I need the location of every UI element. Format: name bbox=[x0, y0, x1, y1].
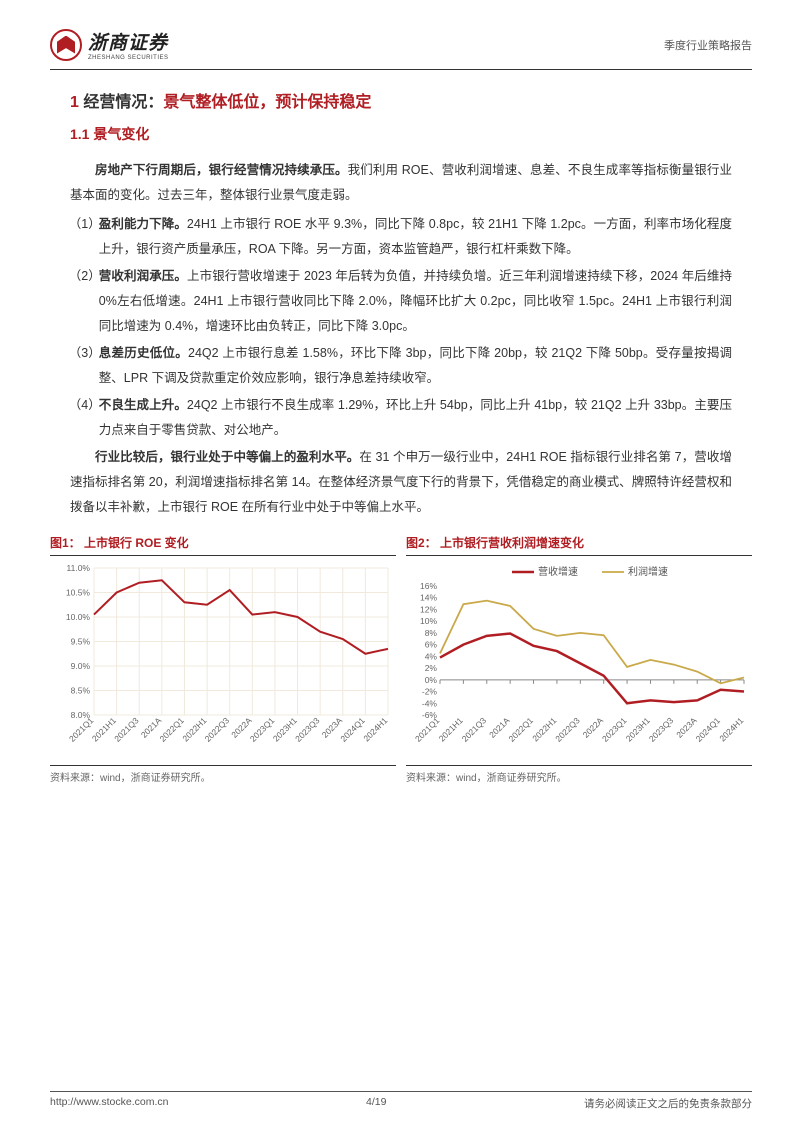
svg-text:10%: 10% bbox=[420, 616, 437, 626]
svg-text:9.0%: 9.0% bbox=[71, 661, 91, 671]
svg-text:14%: 14% bbox=[420, 593, 437, 603]
subsection-title: 景气变化 bbox=[93, 126, 149, 142]
svg-text:2023Q3: 2023Q3 bbox=[647, 715, 676, 744]
figure-source: 资料来源：wind，浙商证券研究所。 bbox=[50, 765, 396, 784]
p1-bold: 房地产下行周期后，银行经营情况持续承压。 bbox=[95, 163, 348, 177]
content: 1 经营情况：景气整体低位，预计保持稳定 1.1 景气变化 房地产下行周期后，银… bbox=[0, 70, 802, 520]
svg-text:11.0%: 11.0% bbox=[67, 563, 91, 573]
figure-1: 图1： 上市银行 ROE 变化 8.0%8.5%9.0%9.5%10.0%10.… bbox=[50, 534, 396, 784]
logo-icon bbox=[50, 29, 82, 61]
chart-svg: -6%-4%-2%0%2%4%6%8%10%12%14%16%2021Q1202… bbox=[406, 560, 752, 765]
page-header: 浙商证券 ZHESHANG SECURITIES 季度行业策略报告 bbox=[50, 0, 752, 70]
list-item: （2）营收利润承压。上市银行营收增速于 2023 年后转为负值，并持续负增。近三… bbox=[99, 264, 732, 339]
page-footer: http://www.stocke.com.cn 4/19 请务必阅读正文之后的… bbox=[50, 1091, 752, 1111]
svg-text:营收增速: 营收增速 bbox=[538, 565, 578, 578]
section-title-black: 经营情况： bbox=[83, 94, 163, 111]
svg-text:2023Q1: 2023Q1 bbox=[600, 715, 629, 744]
list-item: （1）盈利能力下降。24H1 上市银行 ROE 水平 9.3%，同比下降 0.8… bbox=[99, 212, 732, 262]
footer-disclaimer: 请务必阅读正文之后的免责条款部分 bbox=[584, 1096, 752, 1111]
svg-text:10.0%: 10.0% bbox=[66, 612, 91, 622]
svg-text:利润增速: 利润增速 bbox=[628, 565, 668, 578]
list-item: （4）不良生成上升。24Q2 上市银行不良生成率 1.29%，环比上升 54bp… bbox=[99, 393, 732, 443]
svg-text:2%: 2% bbox=[425, 663, 438, 673]
paragraph: 房地产下行周期后，银行经营情况持续承压。我们利用 ROE、营收利润增速、息差、不… bbox=[70, 158, 732, 208]
figure-source: 资料来源：wind，浙商证券研究所。 bbox=[406, 765, 752, 784]
svg-text:-2%: -2% bbox=[422, 687, 438, 697]
svg-text:2021Q3: 2021Q3 bbox=[460, 715, 489, 744]
svg-text:2021Q3: 2021Q3 bbox=[112, 715, 141, 744]
svg-text:2024H1: 2024H1 bbox=[717, 715, 745, 743]
svg-text:8.5%: 8.5% bbox=[71, 686, 91, 696]
footer-page: 4/19 bbox=[366, 1096, 386, 1111]
svg-text:10.5%: 10.5% bbox=[66, 588, 91, 598]
svg-text:2024Q1: 2024Q1 bbox=[338, 715, 367, 744]
paragraph: 行业比较后，银行业处于中等偏上的盈利水平。在 31 个申万一级行业中，24H1 … bbox=[70, 445, 732, 520]
svg-text:2023H1: 2023H1 bbox=[624, 715, 652, 743]
svg-text:6%: 6% bbox=[425, 640, 438, 650]
svg-text:2021H1: 2021H1 bbox=[437, 715, 465, 743]
svg-text:12%: 12% bbox=[420, 604, 437, 614]
section-num: 1 bbox=[70, 94, 79, 111]
section-heading: 1 经营情况：景气整体低位，预计保持稳定 bbox=[70, 88, 732, 112]
svg-text:2022Q1: 2022Q1 bbox=[157, 715, 186, 744]
subsection-heading: 1.1 景气变化 bbox=[70, 124, 732, 144]
p2-bold: 行业比较后，银行业处于中等偏上的盈利水平。 bbox=[95, 450, 359, 464]
figure-2: 图2： 上市银行营收利润增速变化 -6%-4%-2%0%2%4%6%8%10%1… bbox=[406, 534, 752, 784]
footer-url: http://www.stocke.com.cn bbox=[50, 1096, 168, 1111]
subsection-num: 1.1 bbox=[70, 126, 89, 142]
svg-text:-4%: -4% bbox=[422, 698, 438, 708]
section-title-red: 景气整体低位，预计保持稳定 bbox=[163, 94, 371, 111]
chart-svg: 8.0%8.5%9.0%9.5%10.0%10.5%11.0%2021Q1202… bbox=[50, 560, 396, 765]
figure-title: 图1： 上市银行 ROE 变化 bbox=[50, 534, 396, 556]
svg-text:2022Q3: 2022Q3 bbox=[203, 715, 232, 744]
svg-text:2024H1: 2024H1 bbox=[361, 715, 389, 743]
logo-text: 浙商证券 bbox=[88, 28, 169, 55]
logo: 浙商证券 ZHESHANG SECURITIES bbox=[50, 28, 169, 61]
list-item: （3）息差历史低位。24Q2 上市银行息差 1.58%，环比下降 3bp，同比下… bbox=[99, 341, 732, 391]
logo-subtext: ZHESHANG SECURITIES bbox=[88, 55, 169, 61]
svg-text:2022Q1: 2022Q1 bbox=[506, 715, 535, 744]
svg-text:4%: 4% bbox=[425, 651, 438, 661]
numbered-list: （1）盈利能力下降。24H1 上市银行 ROE 水平 9.3%，同比下降 0.8… bbox=[99, 212, 732, 443]
svg-text:0%: 0% bbox=[425, 675, 438, 685]
figure-title: 图2： 上市银行营收利润增速变化 bbox=[406, 534, 752, 556]
svg-text:2023Q3: 2023Q3 bbox=[293, 715, 322, 744]
svg-text:9.5%: 9.5% bbox=[71, 637, 91, 647]
svg-text:2024Q1: 2024Q1 bbox=[694, 715, 723, 744]
svg-text:16%: 16% bbox=[420, 581, 437, 591]
svg-text:8%: 8% bbox=[425, 628, 438, 638]
header-right: 季度行业策略报告 bbox=[664, 37, 752, 53]
svg-text:2023Q1: 2023Q1 bbox=[248, 715, 277, 744]
figures-row: 图1： 上市银行 ROE 变化 8.0%8.5%9.0%9.5%10.0%10.… bbox=[0, 524, 802, 784]
svg-text:2022H1: 2022H1 bbox=[530, 715, 558, 743]
svg-text:2022Q3: 2022Q3 bbox=[553, 715, 582, 744]
